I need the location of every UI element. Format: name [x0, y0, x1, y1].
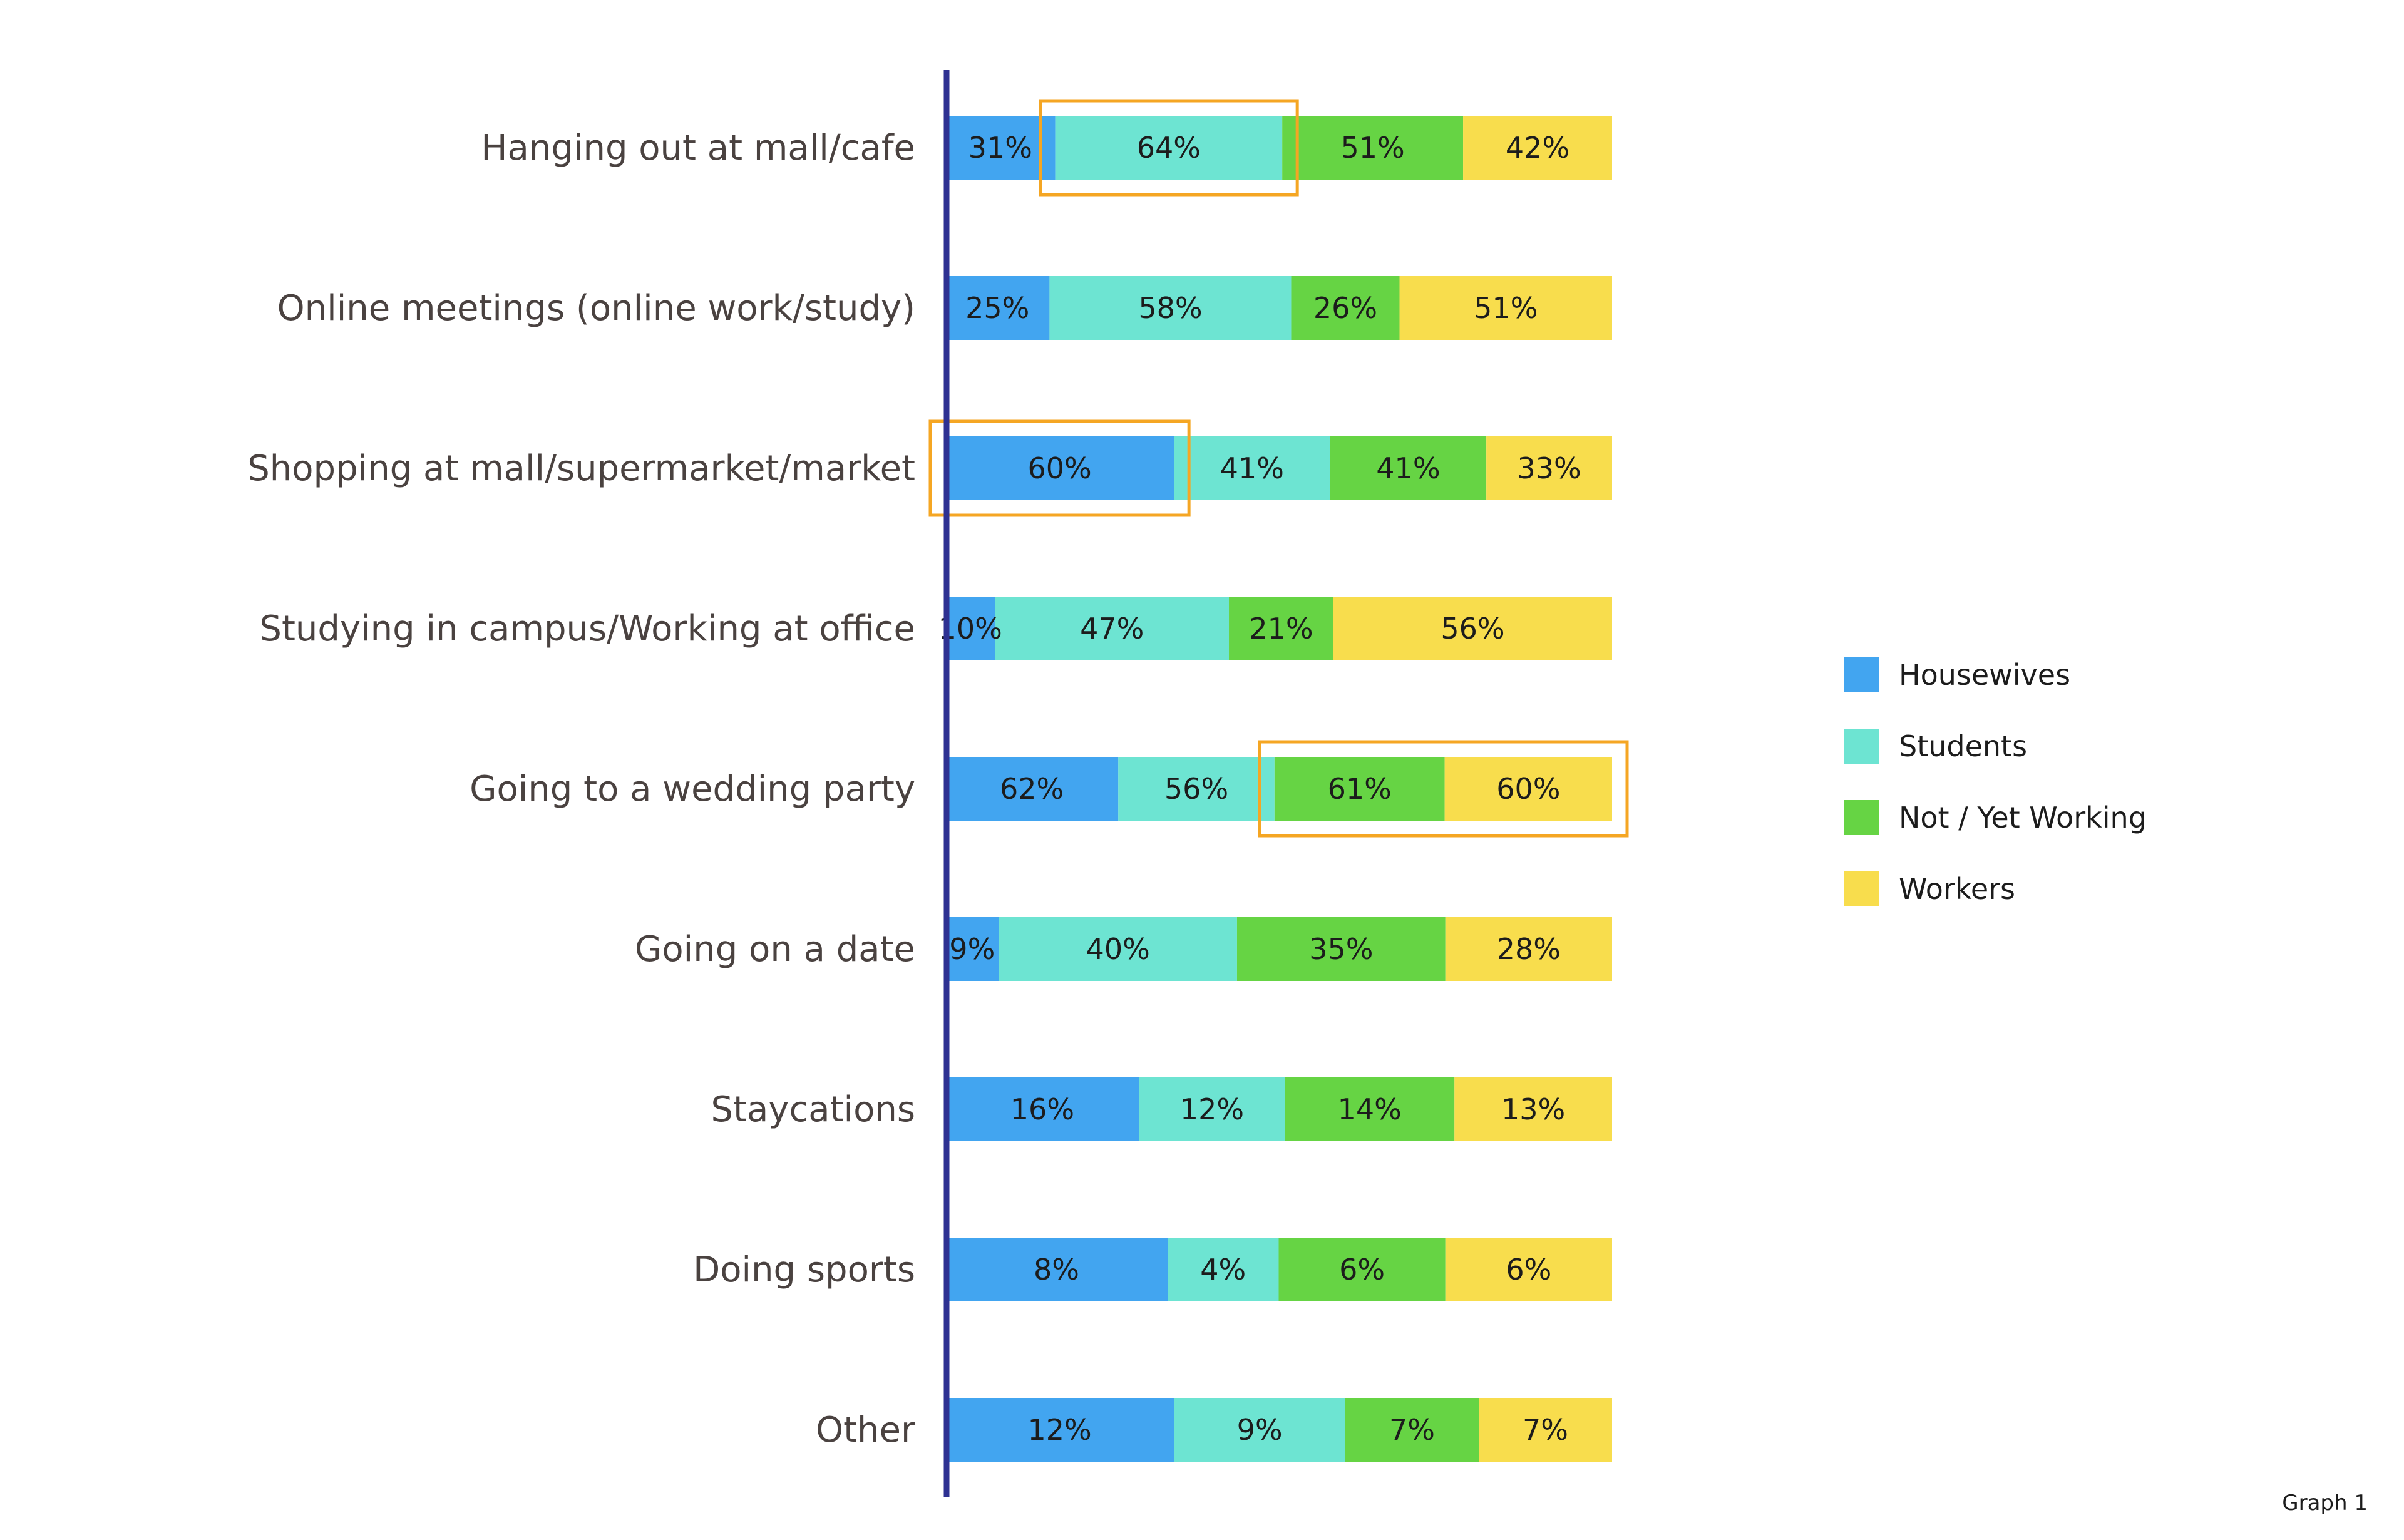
legend-swatch-students	[1844, 729, 1879, 764]
legend-swatch-housewives	[1844, 657, 1879, 692]
highlight-box-going-to-a-wedding-party	[1258, 740, 1629, 838]
bar-segment-housewives-other	[945, 1398, 1174, 1462]
data-label-housewives-doing-sports: 8%	[1034, 1253, 1079, 1286]
data-label-not-yet-working-studying-in-campus-working-at-office: 21%	[1249, 612, 1313, 645]
bar-segment-not-yet-working-studying-in-campus-working-at-office	[1229, 597, 1333, 660]
highlight-layer	[928, 99, 1629, 838]
bar-segment-housewives-going-on-a-date	[945, 917, 999, 981]
category-label-going-to-a-wedding-party: Going to a wedding party	[470, 769, 915, 809]
data-label-students-other: 9%	[1237, 1413, 1283, 1447]
data-label-housewives-online-meetings-online-work-study: 25%	[965, 291, 1029, 325]
bar-segment-workers-hanging-out-at-mall-cafe	[1463, 116, 1612, 180]
data-label-students-going-on-a-date: 40%	[1086, 932, 1150, 966]
data-label-students-studying-in-campus-working-at-office: 47%	[1080, 612, 1144, 645]
legend: Housewives Students Not / Yet Working Worke…	[1844, 657, 2147, 906]
bar-segment-workers-going-on-a-date	[1445, 917, 1612, 981]
data-label-not-yet-working-online-meetings-online-work-study: 26%	[1313, 291, 1377, 325]
bar-segment-students-online-meetings-online-work-study	[1049, 276, 1292, 340]
data-label-not-yet-working-going-on-a-date: 35%	[1309, 932, 1373, 966]
category-label-other: Other	[816, 1410, 916, 1450]
bar-segment-students-hanging-out-at-mall-cafe	[1055, 116, 1283, 180]
data-label-workers-other: 7%	[1523, 1413, 1568, 1447]
data-label-not-yet-working-hanging-out-at-mall-cafe: 51%	[1340, 131, 1404, 165]
legend-label-not-yet-working: Not / Yet Working	[1899, 801, 2147, 834]
data-label-housewives-going-to-a-wedding-party: 62%	[1000, 772, 1064, 806]
bar-segment-housewives-doing-sports	[945, 1238, 1168, 1301]
bar-segment-workers-doing-sports	[1445, 1238, 1612, 1301]
data-label-workers-shopping-at-mall-supermarket-market: 33%	[1517, 451, 1581, 485]
category-label-staycations: Staycations	[711, 1089, 915, 1130]
data-label-students-staycations: 12%	[1180, 1092, 1244, 1126]
bar-segment-students-shopping-at-mall-supermarket-market	[1174, 436, 1330, 500]
data-label-workers-staycations: 13%	[1501, 1092, 1565, 1126]
data-label-workers-studying-in-campus-working-at-office: 56%	[1441, 612, 1504, 645]
bar-segment-workers-staycations	[1454, 1077, 1612, 1141]
bar-segment-students-other	[1174, 1398, 1345, 1462]
category-label-going-on-a-date: Going on a date	[635, 929, 915, 970]
bar-segment-housewives-going-to-a-wedding-party	[945, 757, 1119, 821]
data-label-not-yet-working-going-to-a-wedding-party: 61%	[1328, 772, 1392, 806]
bar-segment-workers-other	[1479, 1398, 1612, 1462]
bar-segment-not-yet-working-shopping-at-mall-supermarket-market	[1330, 436, 1487, 500]
bars-layer: Hanging out at mall/cafe 31% 64% 51% 42% Onli…	[247, 116, 1612, 1462]
bar-segment-housewives-studying-in-campus-working-at-office	[945, 597, 995, 660]
category-label-studying-in-campus-working-at-office: Studying in campus/Working at office	[259, 608, 915, 649]
bar-segment-housewives-hanging-out-at-mall-cafe	[945, 116, 1056, 180]
data-label-workers-going-on-a-date: 28%	[1497, 932, 1561, 966]
data-label-workers-hanging-out-at-mall-cafe: 42%	[1506, 131, 1569, 165]
data-label-workers-online-meetings-online-work-study: 51%	[1474, 291, 1538, 325]
data-label-housewives-going-on-a-date: 9%	[949, 932, 995, 966]
data-label-workers-going-to-a-wedding-party: 60%	[1496, 772, 1560, 806]
data-label-not-yet-working-doing-sports: 6%	[1339, 1253, 1385, 1286]
highlight-box-hanging-out-at-mall-cafe	[1039, 99, 1299, 197]
bar-segment-not-yet-working-going-on-a-date	[1236, 917, 1446, 981]
bar-segment-not-yet-working-other	[1345, 1398, 1479, 1462]
bar-segment-housewives-online-meetings-online-work-study	[945, 276, 1050, 340]
legend-label-workers: Workers	[1899, 872, 2015, 906]
bar-segment-workers-online-meetings-online-work-study	[1399, 276, 1612, 340]
data-label-students-going-to-a-wedding-party: 56%	[1164, 772, 1228, 806]
legend-swatch-workers	[1844, 871, 1879, 906]
bar-segment-students-staycations	[1139, 1077, 1285, 1141]
bar-segment-not-yet-working-staycations	[1285, 1077, 1455, 1141]
bar-segment-not-yet-working-going-to-a-wedding-party	[1274, 757, 1445, 821]
data-label-housewives-staycations: 16%	[1010, 1092, 1074, 1126]
data-label-not-yet-working-other: 7%	[1389, 1413, 1435, 1447]
category-label-hanging-out-at-mall-cafe: Hanging out at mall/cafe	[481, 128, 915, 168]
category-label-doing-sports: Doing sports	[693, 1250, 915, 1290]
bar-segment-not-yet-working-hanging-out-at-mall-cafe	[1282, 116, 1464, 180]
bar-segment-workers-shopping-at-mall-supermarket-market	[1486, 436, 1612, 500]
bar-segment-students-doing-sports	[1168, 1238, 1279, 1301]
data-label-students-hanging-out-at-mall-cafe: 64%	[1137, 131, 1201, 165]
data-label-not-yet-working-shopping-at-mall-supermarket-market: 41%	[1376, 451, 1440, 485]
category-label-shopping-at-mall-supermarket-market: Shopping at mall/supermarket/market	[247, 448, 915, 489]
bar-segment-students-going-to-a-wedding-party	[1118, 757, 1275, 821]
data-label-housewives-other: 12%	[1027, 1413, 1091, 1447]
data-label-housewives-shopping-at-mall-supermarket-market: 60%	[1027, 451, 1091, 485]
legend-label-students: Students	[1899, 729, 2027, 763]
data-label-not-yet-working-staycations: 14%	[1338, 1092, 1402, 1126]
bar-segment-housewives-staycations	[945, 1077, 1139, 1141]
data-label-housewives-hanging-out-at-mall-cafe: 31%	[968, 131, 1032, 165]
bar-segment-not-yet-working-doing-sports	[1278, 1238, 1446, 1301]
bar-segment-students-studying-in-campus-working-at-office	[995, 597, 1230, 660]
data-label-students-shopping-at-mall-supermarket-market: 41%	[1220, 451, 1284, 485]
legend-swatch-not-yet-working	[1844, 800, 1879, 835]
bar-segment-not-yet-working-online-meetings-online-work-study	[1291, 276, 1400, 340]
data-label-workers-doing-sports: 6%	[1506, 1253, 1551, 1286]
bar-segment-workers-studying-in-campus-working-at-office	[1333, 597, 1612, 660]
category-label-online-meetings-online-work-study: Online meetings (online work/study)	[277, 288, 915, 329]
data-label-students-doing-sports: 4%	[1200, 1253, 1246, 1286]
data-label-students-online-meetings-online-work-study: 58%	[1138, 291, 1202, 325]
bar-segment-workers-going-to-a-wedding-party	[1444, 757, 1612, 821]
bar-segment-housewives-shopping-at-mall-supermarket-market	[945, 436, 1174, 500]
graph-caption: Graph 1	[2282, 1491, 2368, 1516]
legend-label-housewives: Housewives	[1899, 658, 2070, 692]
bar-segment-students-going-on-a-date	[999, 917, 1237, 981]
highlight-box-shopping-at-mall-supermarket-market	[928, 419, 1191, 517]
